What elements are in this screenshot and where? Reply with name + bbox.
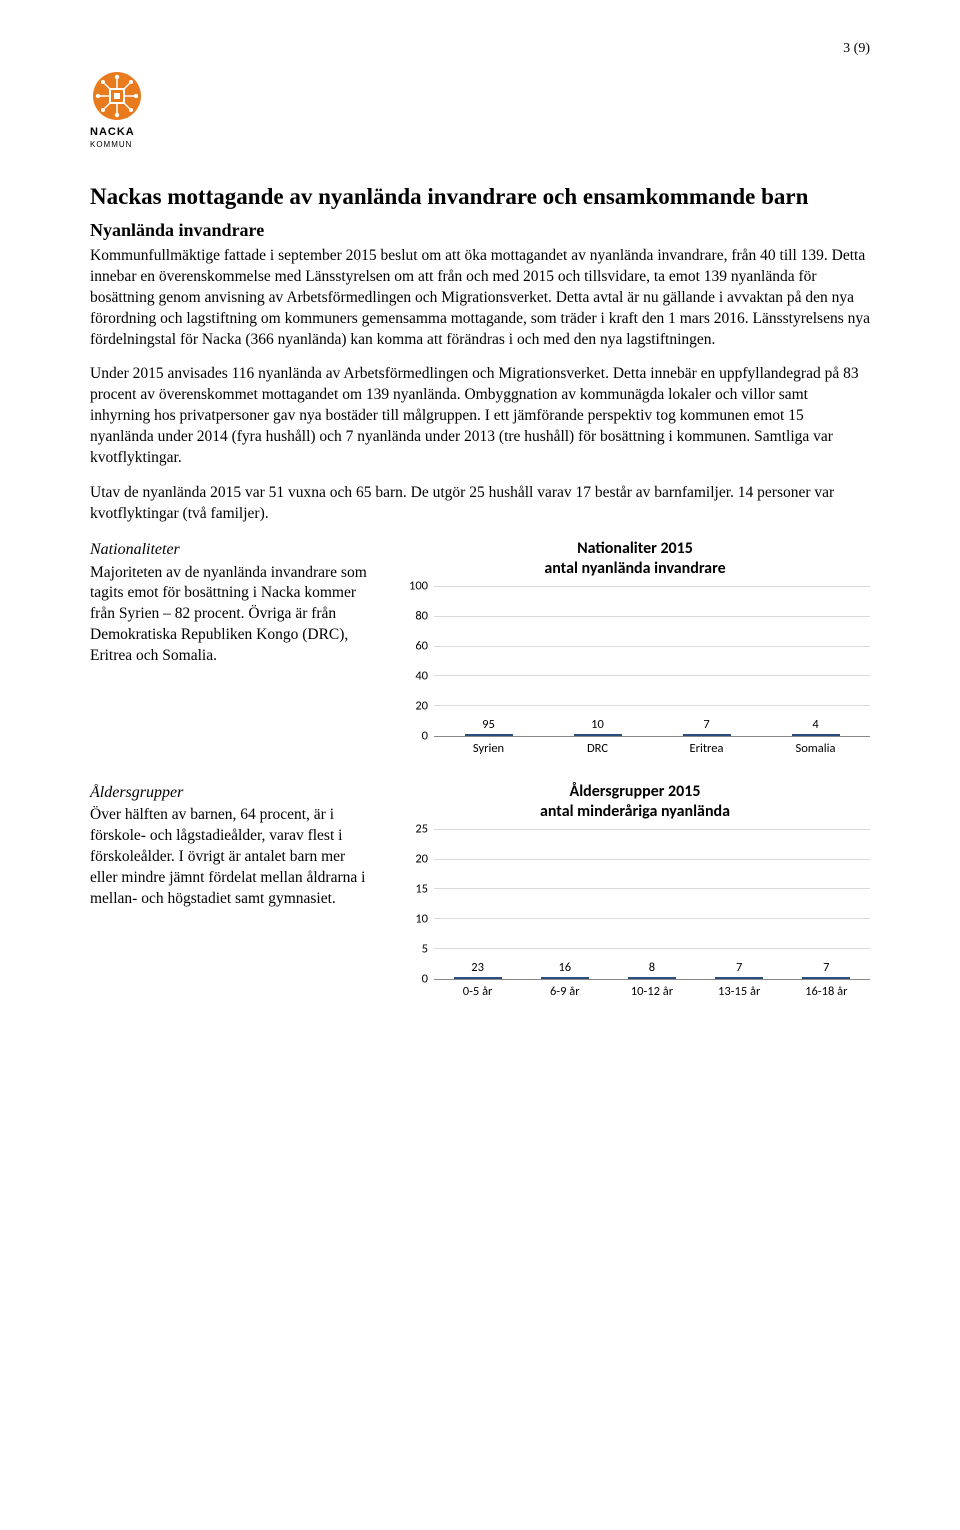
logo-name: NACKA — [90, 125, 870, 140]
bar: 8 — [628, 977, 676, 979]
bar-wrap: 7 — [709, 977, 769, 979]
chart1-yaxis: 020406080100 — [400, 587, 434, 737]
bar-wrap: 10 — [568, 734, 628, 736]
logo-sub: KOMMUN — [90, 140, 870, 151]
y-tick: 10 — [400, 911, 428, 928]
y-tick: 0 — [400, 971, 428, 988]
x-label: 6-9 år — [535, 984, 595, 1001]
x-label: Eritrea — [677, 741, 737, 758]
bar-value: 4 — [793, 717, 839, 734]
y-tick: 20 — [400, 699, 428, 716]
bar: 10 — [574, 734, 622, 736]
bar-wrap: 7 — [677, 734, 737, 736]
paragraph-1: Kommunfullmäktige fattade i september 20… — [90, 246, 870, 351]
gridline — [434, 948, 870, 949]
chart-nationalities: Nationaliter 2015antal nyanlända invandr… — [400, 539, 870, 758]
gridline — [434, 888, 870, 889]
y-tick: 100 — [400, 579, 428, 596]
chart1-plot: 020406080100 951074 — [400, 587, 870, 737]
gridline — [434, 918, 870, 919]
paragraph-3: Utav de nyanlända 2015 var 51 vuxna och … — [90, 483, 870, 525]
agegroups-row: Åldersgrupper Över hälften av barnen, 64… — [90, 782, 870, 1001]
y-tick: 15 — [400, 881, 428, 898]
y-tick: 60 — [400, 639, 428, 656]
chart2-plot: 0510152025 2316877 — [400, 830, 870, 980]
bar-value: 10 — [575, 717, 621, 734]
bar-wrap: 95 — [459, 734, 519, 736]
agegroups-body: Över hälften av barnen, 64 procent, är i… — [90, 806, 365, 907]
chart-agegroups: Åldersgrupper 2015antal minderåriga nyan… — [400, 782, 870, 1001]
bar: 4 — [792, 734, 840, 736]
bar-value: 8 — [629, 960, 675, 977]
bar: 7 — [715, 977, 763, 979]
y-tick: 40 — [400, 669, 428, 686]
nationalities-heading: Nationaliteter — [90, 539, 370, 561]
x-label: Somalia — [786, 741, 846, 758]
logo: NACKA KOMMUN — [90, 69, 870, 151]
agegroups-text: Åldersgrupper Över hälften av barnen, 64… — [90, 782, 370, 1001]
x-label: 0-5 år — [448, 984, 508, 1001]
bar: 16 — [541, 977, 589, 979]
chart1-plotarea: 95 10 7 4 — [434, 587, 870, 737]
nacka-logo-icon — [90, 69, 144, 123]
chart2-bars: 23 16 8 7 7 — [434, 830, 870, 979]
bar-wrap: 7 — [796, 977, 856, 979]
bar: 23 — [454, 977, 502, 979]
bar-wrap: 23 — [448, 977, 508, 979]
bar-wrap: 4 — [786, 734, 846, 736]
chart1-title: Nationaliter 2015antal nyanlända invandr… — [400, 539, 870, 579]
gridline — [434, 675, 870, 676]
nationalities-text: Nationaliteter Majoriteten av de nyanlän… — [90, 539, 370, 758]
gridline — [434, 616, 870, 617]
bar-value: 7 — [684, 717, 730, 734]
x-label: DRC — [568, 741, 628, 758]
chart1-xlabels: Syrien DRC Eritrea Somalia — [434, 741, 870, 758]
bar-value: 16 — [542, 960, 588, 977]
bar: 95 — [465, 734, 513, 736]
gridline — [434, 586, 870, 587]
chart2-title: Åldersgrupper 2015antal minderåriga nyan… — [400, 782, 870, 822]
nationalities-row: Nationaliteter Majoriteten av de nyanlän… — [90, 539, 870, 758]
x-label: Syrien — [459, 741, 519, 758]
bar-value: 7 — [803, 960, 849, 977]
section-heading-nyanlanda: Nyanlända invandrare — [90, 218, 870, 242]
bar-wrap: 16 — [535, 977, 595, 979]
chart2-yaxis: 0510152025 — [400, 830, 434, 980]
chart1-bars: 95 10 7 4 — [434, 587, 870, 736]
y-tick: 5 — [400, 941, 428, 958]
paragraph-2: Under 2015 anvisades 116 nyanlända av Ar… — [90, 364, 870, 469]
bar-value: 95 — [466, 717, 512, 734]
y-tick: 20 — [400, 851, 428, 868]
bar-value: 7 — [716, 960, 762, 977]
bar-value: 23 — [455, 960, 501, 977]
gridline — [434, 859, 870, 860]
gridline — [434, 705, 870, 706]
bar: 7 — [802, 977, 850, 979]
y-tick: 0 — [400, 729, 428, 746]
x-label: 13-15 år — [709, 984, 769, 1001]
gridline — [434, 646, 870, 647]
bar-wrap: 8 — [622, 977, 682, 979]
x-label: 16-18 år — [796, 984, 856, 1001]
agegroups-heading: Åldersgrupper — [90, 782, 370, 804]
gridline — [434, 829, 870, 830]
chart2-xlabels: 0-5 år 6-9 år 10-12 år 13-15 år 16-18 år — [434, 984, 870, 1001]
y-tick: 80 — [400, 609, 428, 626]
nationalities-body: Majoriteten av de nyanlända invandrare s… — [90, 564, 367, 665]
page-number: 3 (9) — [90, 40, 870, 59]
page-title: Nackas mottagande av nyanlända invandrar… — [90, 181, 870, 212]
chart2-plotarea: 23 16 8 7 7 — [434, 830, 870, 980]
y-tick: 25 — [400, 821, 428, 838]
bar: 7 — [683, 734, 731, 736]
x-label: 10-12 år — [622, 984, 682, 1001]
